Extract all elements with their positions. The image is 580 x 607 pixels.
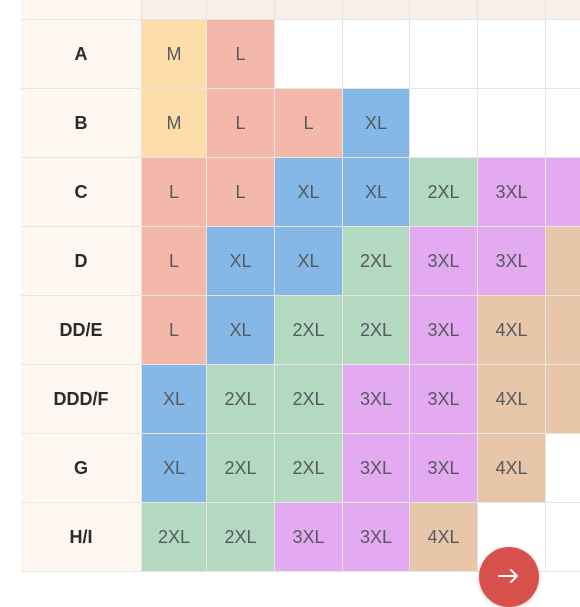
size-cell: 2XL bbox=[343, 296, 410, 365]
size-cell: L bbox=[207, 20, 275, 89]
size-cell: L bbox=[275, 89, 343, 158]
bra-size-chart: A M L B M L L XL C L L XL XL 2XL 3XL D L XL XL 2XL 3XL 3XL DD/… bbox=[21, 0, 580, 572]
size-cell: 2XL bbox=[207, 365, 275, 434]
size-cell: XL bbox=[343, 158, 410, 227]
cup-size-label: B bbox=[21, 89, 142, 158]
size-cell: 3XL bbox=[478, 227, 546, 296]
header-cell bbox=[478, 0, 546, 20]
size-cell: 3XL bbox=[343, 503, 410, 572]
size-cell bbox=[546, 434, 580, 503]
size-cell bbox=[410, 20, 478, 89]
size-cell: 2XL bbox=[343, 227, 410, 296]
size-cell: 3XL bbox=[478, 158, 546, 227]
size-cell bbox=[275, 20, 343, 89]
size-cell bbox=[478, 89, 546, 158]
size-cell: 2XL bbox=[275, 365, 343, 434]
size-cell: 3XL bbox=[275, 503, 343, 572]
size-cell: XL bbox=[343, 89, 410, 158]
size-cell bbox=[546, 20, 580, 89]
size-cell: L bbox=[142, 158, 207, 227]
size-cell: 2XL bbox=[275, 434, 343, 503]
size-cell: XL bbox=[207, 227, 275, 296]
header-cell bbox=[142, 0, 207, 20]
size-cell: 4XL bbox=[478, 434, 546, 503]
size-cell: 4XL bbox=[478, 296, 546, 365]
size-cell bbox=[410, 89, 478, 158]
cup-size-label: DD/E bbox=[21, 296, 142, 365]
header-cell bbox=[546, 0, 580, 20]
size-cell: 3XL bbox=[410, 296, 478, 365]
header-cell bbox=[275, 0, 343, 20]
cup-size-label: A bbox=[21, 20, 142, 89]
size-cell: 3XL bbox=[343, 365, 410, 434]
size-cell: 2XL bbox=[142, 503, 207, 572]
size-cell: L bbox=[207, 89, 275, 158]
size-cell: XL bbox=[275, 158, 343, 227]
size-cell: 3XL bbox=[410, 365, 478, 434]
header-cell bbox=[21, 0, 142, 20]
size-cell: 4XL bbox=[478, 365, 546, 434]
header-cell bbox=[343, 0, 410, 20]
size-cell: 3XL bbox=[343, 434, 410, 503]
size-cell: 2XL bbox=[207, 434, 275, 503]
arrow-right-icon bbox=[498, 569, 518, 583]
size-cell bbox=[546, 89, 580, 158]
size-cell bbox=[546, 227, 580, 296]
size-cell: 2XL bbox=[275, 296, 343, 365]
size-cell: 3XL bbox=[410, 434, 478, 503]
cup-size-label: H/I bbox=[21, 503, 142, 572]
size-cell bbox=[478, 20, 546, 89]
size-cell: L bbox=[142, 227, 207, 296]
next-button[interactable] bbox=[479, 547, 539, 607]
size-cell: 3XL bbox=[410, 227, 478, 296]
size-cell: XL bbox=[142, 434, 207, 503]
size-cell bbox=[546, 365, 580, 434]
cup-size-label: G bbox=[21, 434, 142, 503]
header-cell bbox=[410, 0, 478, 20]
left-gutter bbox=[0, 0, 21, 580]
size-cell: XL bbox=[142, 365, 207, 434]
size-cell: 2XL bbox=[207, 503, 275, 572]
header-cell bbox=[207, 0, 275, 20]
cup-size-label: D bbox=[21, 227, 142, 296]
size-cell: L bbox=[142, 296, 207, 365]
size-cell bbox=[546, 296, 580, 365]
size-cell: L bbox=[207, 158, 275, 227]
size-cell bbox=[343, 20, 410, 89]
size-cell: 4XL bbox=[410, 503, 478, 572]
size-cell bbox=[546, 158, 580, 227]
size-cell: XL bbox=[275, 227, 343, 296]
size-cell: XL bbox=[207, 296, 275, 365]
size-cell: M bbox=[142, 20, 207, 89]
size-cell: M bbox=[142, 89, 207, 158]
cup-size-label: DDD/F bbox=[21, 365, 142, 434]
size-cell: 2XL bbox=[410, 158, 478, 227]
cup-size-label: C bbox=[21, 158, 142, 227]
size-cell bbox=[546, 503, 580, 572]
